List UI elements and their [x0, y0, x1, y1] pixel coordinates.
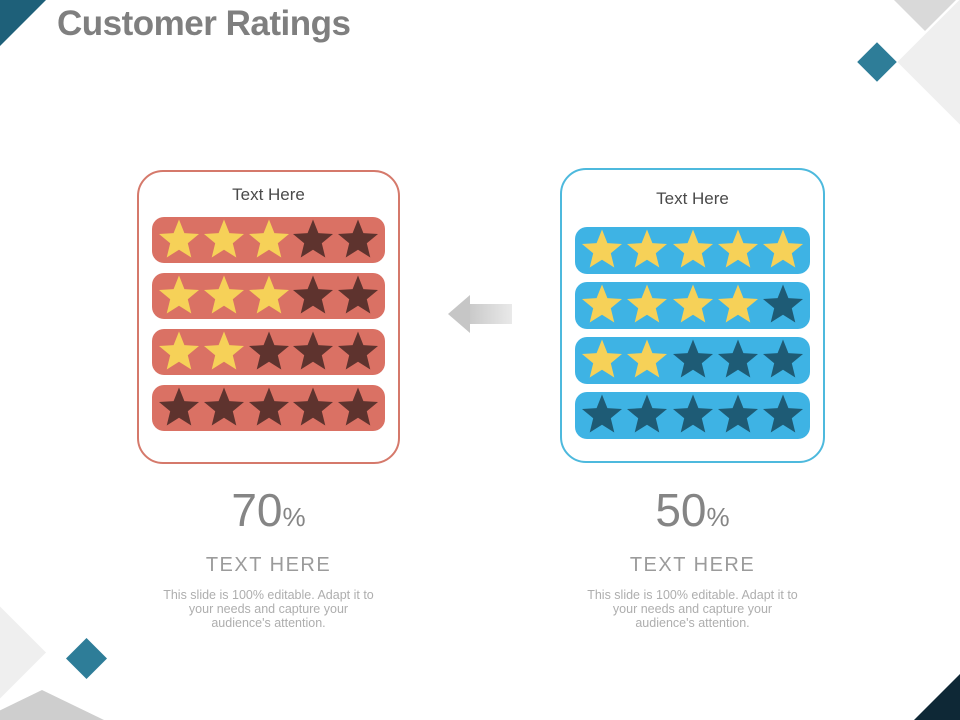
star-icon: [338, 219, 378, 257]
star-icon: [717, 284, 758, 323]
star-icon: [338, 331, 378, 369]
star-icon: [627, 284, 668, 323]
teal-diamond-decor: [857, 42, 897, 82]
percent-label: 50%: [560, 486, 825, 546]
rating-rows: [139, 217, 398, 431]
star-icon: [203, 219, 244, 257]
star-icon: [338, 275, 378, 313]
section-description: This slide is 100% editable. Adapt it to…: [163, 588, 374, 630]
gray-triangle-decor: [0, 690, 104, 720]
star-icon: [203, 331, 244, 369]
star-icon: [717, 229, 758, 268]
star-icon: [293, 275, 334, 313]
star-icon: [763, 339, 803, 378]
rating-rows: [562, 227, 823, 439]
star-icon: [763, 229, 803, 268]
section-description: This slide is 100% editable. Adapt it to…: [587, 588, 798, 630]
star-icon: [203, 387, 244, 425]
panel-header: Text Here: [139, 172, 398, 217]
star-icon: [672, 394, 713, 433]
rating-bar: [575, 227, 810, 274]
star-icon: [717, 394, 758, 433]
rating-bar: [575, 392, 810, 439]
star-icon: [717, 339, 758, 378]
star-icon: [248, 275, 289, 313]
rating-bar: [152, 217, 385, 263]
arrow-head: [448, 295, 470, 333]
percent-value: 70: [231, 484, 283, 536]
star-icon: [248, 219, 289, 257]
star-icon: [248, 331, 289, 369]
section-subtitle: TEXT HERE: [205, 554, 332, 576]
teal-diamond-decor: [65, 637, 108, 680]
percent-label: 70%: [137, 486, 400, 546]
star-icon: [672, 339, 713, 378]
star-icon: [159, 275, 199, 313]
percent-sign: %: [706, 502, 730, 532]
star-icon: [338, 387, 378, 425]
rating-bar: [575, 337, 810, 384]
rating-panel-right: Text Here: [560, 168, 825, 463]
star-icon: [763, 394, 803, 433]
star-icon: [672, 229, 713, 268]
star-icon: [203, 275, 244, 313]
page-title: Customer Ratings: [57, 4, 351, 43]
percent-value: 50: [655, 484, 707, 536]
arrow-shaft: [470, 304, 512, 324]
section-subtitle: TEXT HERE: [629, 554, 756, 576]
star-icon: [627, 339, 668, 378]
star-icon: [582, 339, 622, 378]
caption-right: 50% TEXT HERE This slide is 100% editabl…: [560, 486, 825, 630]
star-icon: [159, 387, 199, 425]
rating-bar: [152, 385, 385, 431]
star-icon: [159, 219, 199, 257]
star-icon: [293, 219, 334, 257]
star-icon: [582, 284, 622, 323]
rating-panel-left: Text Here: [137, 170, 400, 464]
panel-title: Text Here: [656, 188, 729, 208]
star-icon: [159, 331, 199, 369]
star-icon: [293, 387, 334, 425]
arrow-left-icon: [448, 295, 512, 333]
star-icon: [582, 394, 622, 433]
panel-title: Text Here: [232, 184, 305, 204]
corner-triangle-decor: [914, 674, 960, 720]
star-icon: [627, 229, 668, 268]
rating-bar: [575, 282, 810, 329]
star-icon: [763, 284, 803, 323]
rating-bar: [152, 273, 385, 319]
star-icon: [672, 284, 713, 323]
rating-bar: [152, 329, 385, 375]
star-icon: [627, 394, 668, 433]
panel-header: Text Here: [562, 170, 823, 227]
caption-left: 70% TEXT HERE This slide is 100% editabl…: [137, 486, 400, 630]
star-icon: [248, 387, 289, 425]
star-icon: [293, 331, 334, 369]
corner-triangle-decor: [0, 0, 46, 46]
percent-sign: %: [282, 502, 306, 532]
star-icon: [582, 229, 622, 268]
